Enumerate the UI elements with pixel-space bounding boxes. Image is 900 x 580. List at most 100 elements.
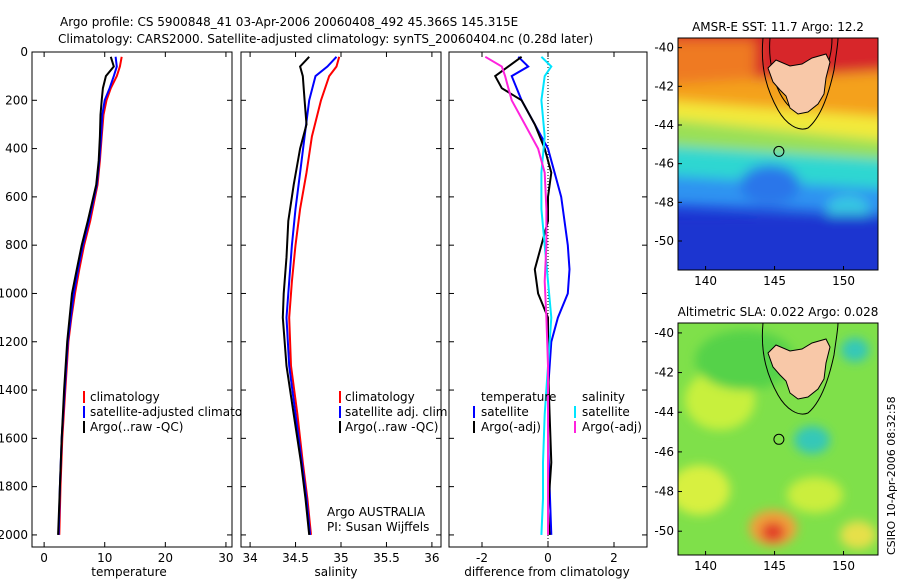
sla-cyan-patch — [794, 426, 830, 454]
legend-label-climatology: climatology — [345, 390, 415, 404]
y-tick-label: 200 — [5, 93, 28, 107]
y-tick-label: 1200 — [0, 335, 28, 349]
sla-map-panel: Altimetric SLA: 0.022 Argo: 0.028 140 145… — [654, 305, 879, 573]
y-tick-label: -44 — [654, 118, 674, 132]
legend-header-temperature: temperature — [481, 390, 556, 404]
legend-label-sal-satellite: satellite — [582, 405, 630, 419]
salinity-series-satellite-adj-clim — [285, 56, 338, 535]
x-tick-label: 20 — [158, 551, 173, 565]
y-tick-label: -42 — [654, 366, 674, 380]
y-tick-label: -42 — [654, 79, 674, 93]
x-tick-label: 34 — [242, 551, 257, 565]
legend-label-argo: Argo(..raw -QC) — [90, 420, 183, 434]
sla-red-patch — [761, 522, 785, 542]
figure-title-line1: Argo profile: CS 5900848_41 03-Apr-2006 … — [60, 15, 518, 29]
sla-cyan-patch — [841, 338, 869, 362]
x-tick-label: 150 — [832, 274, 855, 288]
argo-position-marker — [773, 433, 785, 445]
y-tick-label: -40 — [654, 41, 674, 55]
x-tick-label: 30 — [218, 551, 233, 565]
difference-legend: temperature salinity satellite Argo(-adj… — [473, 390, 642, 434]
temperature-series-argo-raw-qc — [57, 56, 115, 535]
argo-position-marker — [773, 145, 785, 157]
y-tick-label: 800 — [5, 238, 28, 252]
sla-map-title: Altimetric SLA: 0.022 Argo: 0.028 — [678, 305, 879, 319]
y-tick-label: -44 — [654, 405, 674, 419]
temperature-series-group — [57, 56, 123, 535]
salinity-ticks: 34 34.5 35 35.5 36 — [241, 51, 441, 565]
sla-map-frame — [677, 322, 879, 556]
legend-label-sal-argo: Argo(-adj) — [582, 420, 642, 434]
sla-yellow-patch — [787, 477, 843, 513]
x-tick-label: 150 — [832, 559, 855, 573]
sla-yellow-patch — [840, 521, 876, 549]
y-tick-label: -40 — [654, 326, 674, 340]
salinity-series-climatology — [288, 56, 341, 535]
sst-color-field — [678, 38, 878, 270]
temperature-panel: 0 10 20 30 0 200 400 600 800 1000 1200 1400 1600 1800… — [0, 45, 268, 579]
x-tick-label: 0 — [544, 551, 552, 565]
y-tick-label: -50 — [654, 234, 674, 248]
legend-label-temp-argo: Argo(-adj) — [481, 420, 541, 434]
y-tick-label: -50 — [654, 524, 674, 538]
sla-color-field — [678, 330, 876, 549]
x-tick-label: 145 — [763, 274, 786, 288]
temperature-legend: climatology satellite-adjusted climatolo… — [83, 390, 268, 434]
salinity-xlabel: salinity — [314, 565, 357, 579]
credit-line2: PI: Susan Wijffels — [327, 520, 429, 534]
x-tick-label: 34.5 — [282, 551, 309, 565]
y-tick-label: -48 — [654, 485, 674, 499]
legend-label-temp-satellite: satellite — [481, 405, 529, 419]
legend-label-argo: Argo(..raw -QC) — [345, 420, 438, 434]
legend-label-satellite-adjusted: satellite-adjusted climatology — [90, 405, 268, 419]
difference-series-temperature-argo-adj — [493, 55, 553, 535]
sst-heatmap — [678, 38, 878, 270]
x-tick-label: 140 — [694, 274, 717, 288]
x-tick-label: 35 — [333, 551, 348, 565]
sst-map-panel: AMSR-E SST: 11.7 Argo: 12.2 140 145 150 -40… — [654, 20, 879, 288]
sst-blue-eddy — [740, 165, 800, 205]
x-tick-label: 145 — [763, 559, 786, 573]
x-tick-label: 140 — [694, 559, 717, 573]
difference-ticks: -2 0 2 — [449, 51, 647, 565]
salinity-legend: climatology satellite adj. clim. Argo(..… — [339, 390, 451, 434]
temperature-ticks: 0 10 20 30 0 200 400 600 800 1000 1200 1400 1600 1800… — [0, 45, 234, 565]
figure-title-line2: Climatology: CARS2000. Satellite-adjuste… — [58, 32, 593, 46]
legend-header-salinity: salinity — [582, 390, 625, 404]
salinity-panel: 34 34.5 35 35.5 36 salinity climatology sate… — [240, 51, 451, 579]
y-tick-label: 0 — [20, 45, 28, 59]
temperature-axes-frame — [31, 51, 233, 548]
sst-map-frame — [677, 37, 879, 271]
x-tick-label: 35.5 — [373, 551, 400, 565]
y-tick-label: -48 — [654, 195, 674, 209]
x-tick-label: 36 — [424, 551, 439, 565]
x-tick-label: 10 — [97, 551, 112, 565]
y-tick-label: -46 — [654, 445, 674, 459]
legend-label-satellite-adj: satellite adj. clim. — [345, 405, 451, 419]
sla-contour-outer — [761, 323, 839, 415]
y-tick-label: 600 — [5, 190, 28, 204]
sst-map-title: AMSR-E SST: 11.7 Argo: 12.2 — [692, 20, 864, 34]
difference-series-salinity-argo-adj — [484, 55, 549, 535]
salinity-series-argo-raw-qc — [281, 56, 311, 536]
x-tick-label: 2 — [610, 551, 618, 565]
y-tick-label: -46 — [654, 157, 674, 171]
sla-tasmania-land — [767, 338, 831, 400]
credit-line1: Argo AUSTRALIA — [327, 505, 426, 519]
temperature-xlabel: temperature — [91, 565, 166, 579]
sla-green-patch — [695, 330, 795, 390]
side-stamp: CSIRO 10-Apr-2006 08:32:58 — [885, 396, 898, 555]
x-tick-label: 0 — [40, 551, 48, 565]
y-tick-label: 400 — [5, 142, 28, 156]
difference-xlabel: difference from climatology — [464, 565, 630, 579]
sla-heatmap — [678, 323, 878, 555]
difference-series-salinity-satellite — [540, 56, 553, 535]
sst-map-ticks: 140 145 150 -40 -42 -44 -46 -48 -50 — [654, 41, 855, 288]
difference-panel: -2 0 2 difference from climatology tempera… — [448, 51, 648, 579]
sst-tasmania-land — [767, 53, 831, 115]
salinity-series-group — [281, 56, 341, 536]
y-tick-label: 1400 — [0, 383, 28, 397]
legend-label-climatology: climatology — [90, 390, 160, 404]
sst-contour-outer — [761, 38, 839, 130]
